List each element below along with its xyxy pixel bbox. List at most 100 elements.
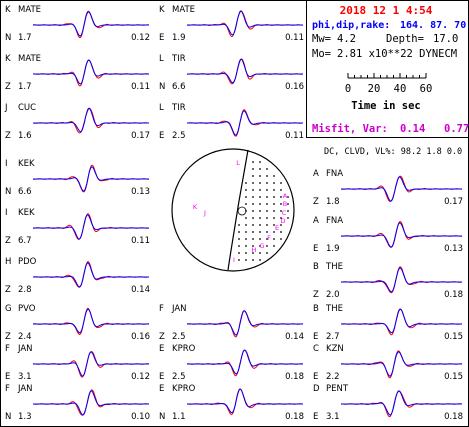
- trace-panel: A FNA Z 1.8 0.17: [313, 169, 463, 207]
- compression-dot: [259, 168, 261, 170]
- compression-dot: [273, 196, 275, 198]
- station-name: KEK: [18, 159, 35, 169]
- trace-panel: B THE E 2.7 0.15: [313, 304, 463, 342]
- compression-dot: [266, 203, 268, 205]
- compression-dot: [259, 161, 261, 163]
- synthetic-waveform: [187, 388, 303, 414]
- depth-label: Depth=: [386, 33, 424, 45]
- trace-panel: K MATE Z 1.7 0.11: [5, 54, 150, 92]
- amplitude: 0.15: [444, 332, 463, 342]
- depth-value: 17.0: [433, 33, 458, 45]
- site-code: G: [5, 304, 12, 314]
- station-marker: G: [259, 242, 264, 250]
- component: Z: [5, 82, 11, 92]
- compression-dot: [273, 217, 275, 219]
- site-code: K: [5, 5, 11, 15]
- synthetic-waveform: [33, 166, 149, 192]
- station-marker: B: [283, 200, 287, 208]
- amplitude: 0.14: [285, 332, 304, 342]
- station-marker: A: [283, 192, 288, 200]
- time-tick-0: 0: [345, 83, 351, 95]
- pdr-label: phi,dip,rake:: [312, 19, 390, 31]
- station-name: TIR: [171, 103, 186, 113]
- mo-value: 2.81 x10**22 DYNECM: [337, 48, 457, 60]
- compression-dot: [245, 252, 247, 254]
- trace-panel: K MATE E 1.9 0.11: [159, 5, 304, 43]
- amplitude: 0.11: [285, 33, 304, 43]
- compression-dot: [259, 259, 261, 261]
- compression-dot: [238, 259, 240, 261]
- amplitude: 0.13: [131, 187, 150, 197]
- compression-dot: [266, 238, 268, 240]
- compression-dot: [280, 203, 282, 205]
- amplitude: 0.11: [131, 236, 150, 246]
- compression-dot: [259, 231, 261, 233]
- p-axis-marker: [237, 206, 247, 216]
- site-code: A: [313, 169, 319, 179]
- compression-dot: [266, 224, 268, 226]
- compression-dot: [280, 210, 282, 212]
- site-code: I: [5, 159, 8, 169]
- site-code: B: [313, 262, 319, 272]
- synthetic-waveform: [187, 110, 303, 136]
- station-marker: E: [275, 224, 279, 232]
- compression-dot: [245, 259, 247, 261]
- compression-dot: [259, 189, 261, 191]
- compression-dot: [287, 196, 289, 198]
- compression-dot: [252, 217, 254, 219]
- station-name: JAN: [17, 344, 33, 354]
- amplitude: 0.13: [444, 244, 463, 254]
- compression-dot: [245, 231, 247, 233]
- compression-dot: [280, 189, 282, 191]
- distance: 6.6: [18, 187, 32, 197]
- compression-dot: [280, 217, 282, 219]
- component: E: [159, 131, 164, 141]
- compression-dot: [245, 196, 247, 198]
- compression-dot: [266, 231, 268, 233]
- distance: 2.2: [326, 372, 340, 382]
- distance: 1.7: [18, 33, 32, 43]
- station-name: CUC: [18, 103, 36, 113]
- amplitude: 0.12: [131, 372, 150, 382]
- synthetic-waveform: [341, 351, 462, 377]
- station-marker: L: [236, 159, 240, 167]
- station-name: KZN: [326, 344, 344, 354]
- synthetic-waveform: [187, 10, 303, 36]
- component: Z: [159, 332, 165, 342]
- distance: 2.5: [172, 131, 186, 141]
- synthetic-waveform: [341, 176, 462, 202]
- trace-panel: E KPRO N 1.1 0.18: [159, 384, 304, 422]
- station-name: THE: [325, 304, 343, 314]
- amplitude: 0.18: [285, 372, 304, 382]
- compression-dot: [280, 182, 282, 184]
- trace-panel: F JAN Z 2.5 0.14: [159, 304, 304, 342]
- compression-dot: [252, 259, 254, 261]
- trace-panel: L TIR E 2.5 0.11: [159, 103, 304, 141]
- compression-dot: [280, 231, 282, 233]
- site-code: E: [159, 384, 164, 394]
- component: N: [5, 187, 11, 197]
- amplitude: 0.11: [131, 82, 150, 92]
- compression-dot: [252, 210, 254, 212]
- mw-label: Mw=: [312, 33, 331, 45]
- compression-dot: [273, 182, 275, 184]
- compression-dot: [273, 189, 275, 191]
- station-marker: C: [282, 209, 287, 217]
- site-code: D: [313, 384, 320, 394]
- compression-dot: [259, 252, 261, 254]
- site-code: L: [159, 54, 164, 64]
- info-box: [306, 0, 469, 138]
- amplitude: 0.17: [131, 131, 150, 141]
- station-name: FNA: [326, 169, 343, 179]
- beachball-circle: [171, 148, 295, 272]
- trace-panel: A FNA E 1.9 0.13: [313, 216, 463, 254]
- compression-dot: [259, 196, 261, 198]
- compression-dot: [266, 252, 268, 254]
- synthetic-waveform: [33, 214, 149, 240]
- compression-dot: [259, 224, 261, 226]
- trace-panel: H PDO Z 2.8 0.14: [5, 257, 150, 295]
- site-code: A: [313, 216, 319, 226]
- amplitude: 0.18: [444, 412, 463, 422]
